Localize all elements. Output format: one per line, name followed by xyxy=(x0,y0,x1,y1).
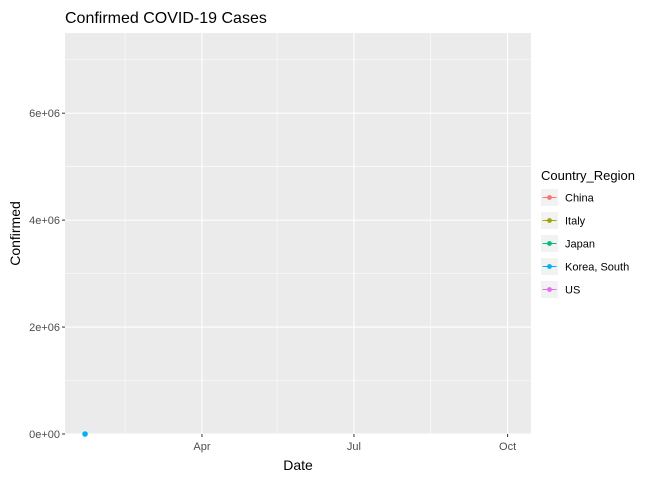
y-tick-label: 2e+06 xyxy=(29,322,60,334)
legend-label-china: China xyxy=(565,193,595,205)
plot-panel xyxy=(65,33,531,434)
legend-label-italy: Italy xyxy=(565,216,586,228)
legend-key-point-japan xyxy=(547,241,552,246)
legend-label-japan: Japan xyxy=(565,239,595,251)
legend-key-point-china xyxy=(547,195,552,200)
y-tick-label: 0e+00 xyxy=(29,429,60,441)
legend-key-point-korea-south xyxy=(547,264,552,269)
legend: Country_Region China Italy Japan Korea, Sou… xyxy=(541,168,635,298)
data-marks xyxy=(82,431,88,437)
y-axis-title: Confirmed xyxy=(7,201,23,266)
legend-key-point-italy xyxy=(547,218,552,223)
data-point-korea-south xyxy=(82,431,88,437)
x-axis-title: Date xyxy=(283,457,313,473)
y-tick-label: 6e+06 xyxy=(29,108,60,120)
legend-title: Country_Region xyxy=(541,168,635,183)
x-tick-label: Oct xyxy=(499,441,516,453)
legend-label-us: US xyxy=(565,285,580,297)
legend-label-korea-south: Korea, South xyxy=(565,262,629,274)
chart-title: Confirmed COVID-19 Cases xyxy=(65,10,267,27)
grid-lines xyxy=(65,33,531,435)
legend-key-point-us xyxy=(547,287,552,292)
x-tick-label: Jul xyxy=(347,441,361,453)
y-tick-label: 4e+06 xyxy=(29,215,60,227)
x-tick-label: Apr xyxy=(193,441,210,453)
y-axis-ticks: 0e+00 2e+06 4e+06 6e+06 xyxy=(29,108,65,441)
x-axis-ticks: Apr Jul Oct xyxy=(193,434,516,453)
